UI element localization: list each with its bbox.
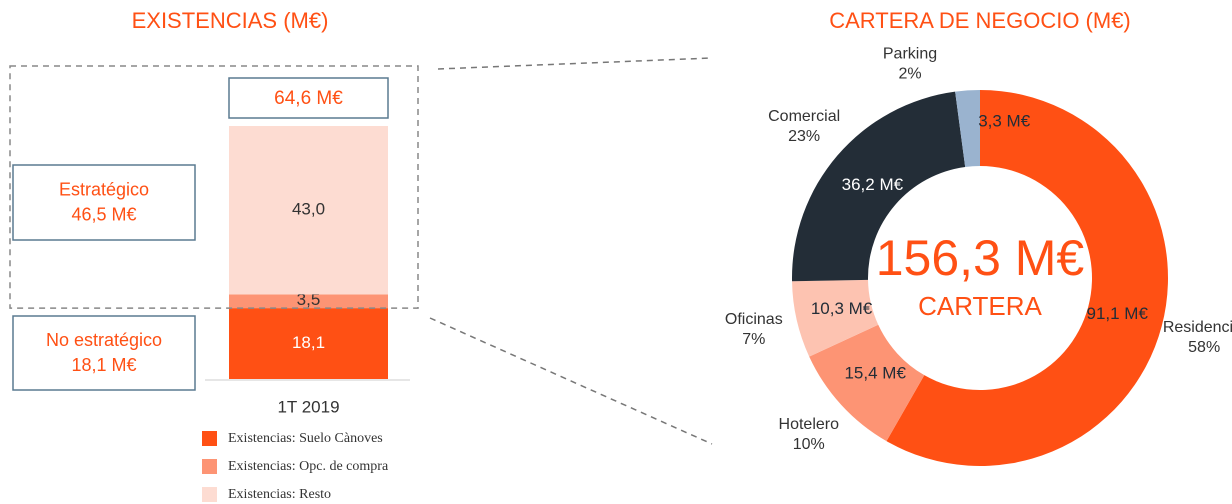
legend-swatch	[202, 459, 217, 474]
category-label: Residencial	[1163, 319, 1232, 336]
total-label: 64,6 M€	[274, 88, 343, 109]
center-label: CARTERA	[918, 291, 1042, 321]
group-box	[12, 164, 196, 241]
value-label: 18,1	[292, 333, 325, 352]
percent-label: 10%	[793, 436, 825, 453]
category-label: Hotelero	[779, 416, 840, 433]
legend-label: Existencias: Resto	[228, 487, 331, 502]
legend-swatch	[202, 487, 217, 502]
group-outline	[9, 65, 419, 309]
group-label: Estratégico	[59, 179, 149, 199]
x-tick-label: 1T 2019	[277, 397, 339, 416]
value-label: 43,0	[292, 200, 325, 219]
category-label: Oficinas	[725, 311, 783, 328]
legend-label: Existencias: Suelo Cànoves	[228, 431, 383, 446]
legend-swatch	[202, 431, 217, 446]
group-box	[12, 315, 196, 391]
bar-segment	[229, 126, 388, 295]
group-value: 18,1 M€	[71, 355, 136, 375]
category-label: Parking	[883, 45, 937, 62]
donut-slice	[886, 90, 1168, 466]
value-label: 15,4 M€	[844, 363, 906, 382]
percent-label: 2%	[898, 65, 921, 82]
donut-slice	[792, 279, 879, 357]
percent-label: 7%	[742, 331, 765, 348]
value-label: 36,2 M€	[842, 175, 904, 194]
percent-label: 23%	[788, 128, 820, 145]
category-label: Comercial	[768, 108, 840, 125]
group-value: 46,5 M€	[71, 204, 136, 224]
center-total: 156,3 M€	[876, 230, 1085, 286]
chart-title: EXISTENCIAS (M€)	[132, 8, 329, 33]
value-label: 10,3 M€	[811, 299, 873, 318]
legend-label: Existencias: Opc. de compra	[228, 459, 389, 474]
connector	[437, 57, 713, 70]
bar-segment	[229, 294, 388, 309]
connector	[429, 317, 713, 445]
donut-slice	[809, 324, 925, 442]
donut-slice	[792, 91, 966, 282]
total-box	[228, 77, 389, 119]
group-label: No estratégico	[46, 330, 162, 350]
value-label: 3,5	[297, 290, 321, 309]
value-label: 3,3 M€	[978, 111, 1031, 130]
donut-slice	[955, 90, 980, 167]
bar-segment	[229, 308, 388, 379]
percent-label: 58%	[1188, 339, 1220, 356]
chart-title: CARTERA DE NEGOCIO (M€)	[829, 8, 1131, 33]
value-label: 91,1 M€	[1086, 304, 1148, 323]
